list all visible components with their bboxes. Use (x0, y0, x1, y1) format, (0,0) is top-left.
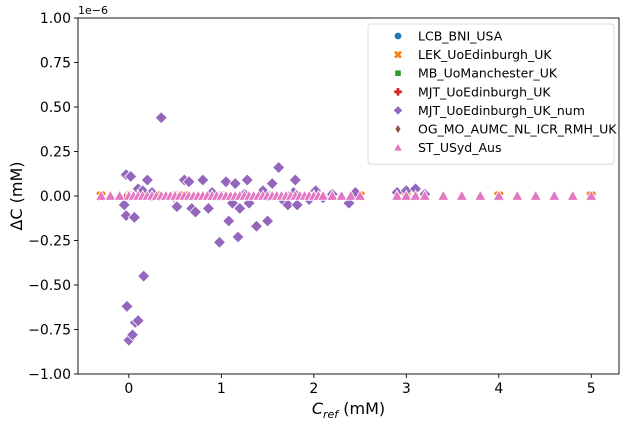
data-point (288, 173, 302, 187)
x-tick-label: 1 (217, 381, 226, 397)
data-point (231, 230, 245, 244)
y-tick-label: −0.75 (28, 323, 71, 339)
data-point (140, 173, 154, 187)
data-point (219, 175, 233, 189)
data-point (529, 189, 542, 201)
x-axis-label-unit: (mM) (338, 399, 385, 418)
data-point (233, 201, 247, 216)
legend-label: LCB_BNI_USA (418, 29, 503, 44)
y-tick-label: 0.75 (40, 56, 71, 72)
data-point (281, 198, 295, 212)
x-tick-label: 3 (402, 381, 411, 397)
data-point (585, 189, 598, 201)
y-tick-label: −0.25 (28, 234, 71, 250)
data-point (170, 200, 184, 214)
data-point (455, 189, 468, 201)
x-axis-label-subscript: ref (323, 408, 340, 421)
data-marks (94, 111, 598, 347)
data-point (131, 314, 145, 328)
y-tick-label: 0.50 (40, 100, 71, 116)
axis-labels: Cref (mM) ΔC (mM) (7, 161, 385, 421)
data-point (240, 173, 254, 187)
legend-label: MB_UoManchester_UK (418, 66, 558, 81)
data-point (335, 189, 348, 201)
y-tick-label: 0.00 (40, 189, 71, 205)
y-offset-label: 1e−6 (78, 4, 108, 17)
data-point (316, 189, 330, 201)
data-point (94, 189, 108, 201)
legend-label: MJT_UoEdinburgh_UK_num (418, 103, 585, 118)
data-point (326, 189, 339, 201)
legend-label: MJT_UoEdinburgh_UK (418, 84, 551, 99)
data-point (188, 205, 203, 219)
data-point (390, 189, 404, 201)
data-point (104, 189, 117, 201)
x-tick-label: 5 (587, 381, 596, 397)
y-axis-label: ΔC (mM) (7, 161, 26, 230)
data-point (249, 219, 264, 233)
data-point (212, 235, 227, 249)
data-point (290, 198, 304, 212)
legend-marker (393, 31, 403, 41)
data-point (437, 189, 450, 201)
data-point (113, 189, 126, 201)
legend-marker (394, 69, 402, 77)
data-point (344, 189, 357, 201)
x-axis-label: Cref (mM) (312, 399, 385, 421)
legend: LCB_BNI_USA LEK_UoEdinburgh_UK MB_UoManche… (367, 23, 617, 165)
data-point (137, 269, 151, 283)
legend-marker (392, 105, 404, 116)
data-point (125, 328, 140, 342)
data-point (154, 111, 168, 125)
legend-marker-shape (392, 49, 404, 60)
data-point (127, 210, 141, 224)
data-point (511, 189, 524, 201)
legend-label: OG_MO_AUMC_NL_ICR_RMH_UK (418, 122, 617, 137)
data-point (265, 176, 279, 191)
axes: 0 1 2 3 4 5 1.00 0.75 0.50 0.25 0.00 −0.25 −0.50 −0.7… (28, 4, 620, 397)
data-point (400, 189, 413, 201)
legend-marker (392, 49, 404, 60)
data-point (222, 214, 236, 228)
legend-box (367, 23, 615, 165)
data-point (261, 214, 275, 228)
x-tick-label: 2 (309, 381, 318, 397)
x-tick-label: 0 (124, 381, 133, 397)
y-tick-label: −0.50 (28, 278, 71, 294)
data-point (418, 189, 431, 201)
legend-marker (393, 87, 403, 97)
data-point (548, 189, 561, 201)
data-point (353, 189, 367, 201)
data-point (124, 169, 138, 183)
legend-label: LEK_UoEdinburgh_UK (418, 47, 552, 62)
legend-marker (394, 123, 402, 135)
y-tick-label: 1.00 (40, 11, 71, 27)
data-point (196, 173, 210, 187)
data-point (120, 299, 134, 313)
data-point (201, 201, 215, 216)
x-tick-label: 4 (494, 381, 503, 397)
legend-marker (392, 142, 404, 152)
data-point (566, 189, 579, 201)
y-tick-label: 0.25 (40, 145, 71, 161)
data-point (409, 189, 422, 201)
y-tick-label: −1.00 (28, 367, 71, 383)
series-6 (94, 189, 598, 201)
data-point (474, 189, 487, 201)
data-point (272, 160, 286, 175)
data-point (492, 189, 505, 201)
legend-label: ST_USyd_Aus (418, 140, 501, 155)
x-axis-label-main: C (312, 399, 324, 418)
data-point (228, 176, 242, 191)
data-point (182, 175, 196, 189)
